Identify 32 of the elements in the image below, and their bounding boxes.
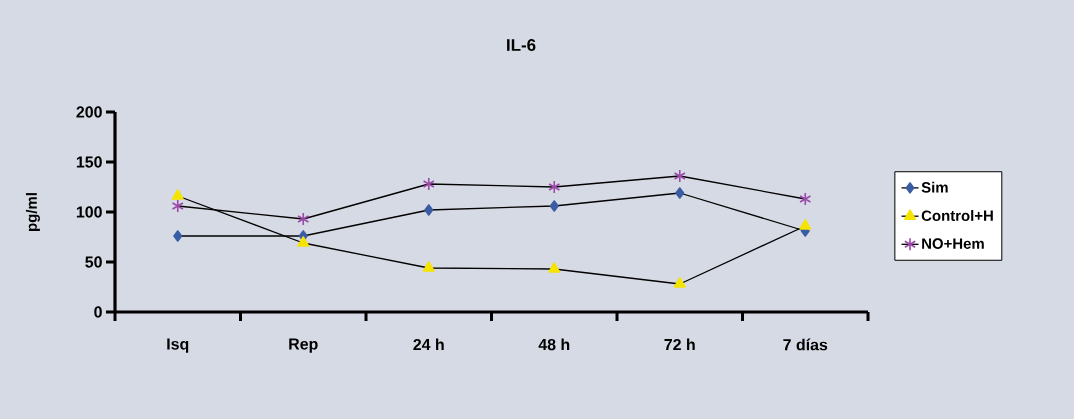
x-tick-label: 24 h (413, 338, 444, 351)
point (673, 169, 686, 183)
chart-title: IL-6 (507, 39, 536, 51)
x-tick-label: 48 h (538, 338, 570, 351)
point (673, 277, 686, 288)
legend-label: Sim (921, 181, 948, 193)
point (297, 236, 310, 247)
point (675, 187, 685, 199)
point (171, 189, 184, 200)
point (173, 230, 183, 242)
y-tick-label: 200 (76, 106, 102, 118)
point (422, 177, 435, 191)
y-tick-label: 50 (85, 256, 102, 268)
point (549, 200, 559, 212)
x-tick-label: 72 h (664, 338, 695, 351)
y-tick-label: 0 (94, 306, 102, 318)
x-tick-label: 7 días (783, 338, 828, 351)
legend-label: NO+Hem (922, 238, 984, 249)
point (171, 199, 184, 213)
point (424, 204, 434, 216)
y-axis-title: pg/ml (25, 193, 40, 231)
x-tick-label: Isq (167, 338, 189, 353)
point (422, 261, 435, 272)
y-tick-label: 150 (76, 156, 102, 168)
point (799, 219, 812, 230)
point (297, 212, 310, 226)
point (548, 262, 561, 273)
y-tick-label: 100 (76, 206, 102, 218)
point (799, 192, 812, 206)
legend-label: Control+H (921, 210, 993, 221)
point (548, 180, 561, 194)
x-tick-label: Rep (289, 338, 318, 353)
